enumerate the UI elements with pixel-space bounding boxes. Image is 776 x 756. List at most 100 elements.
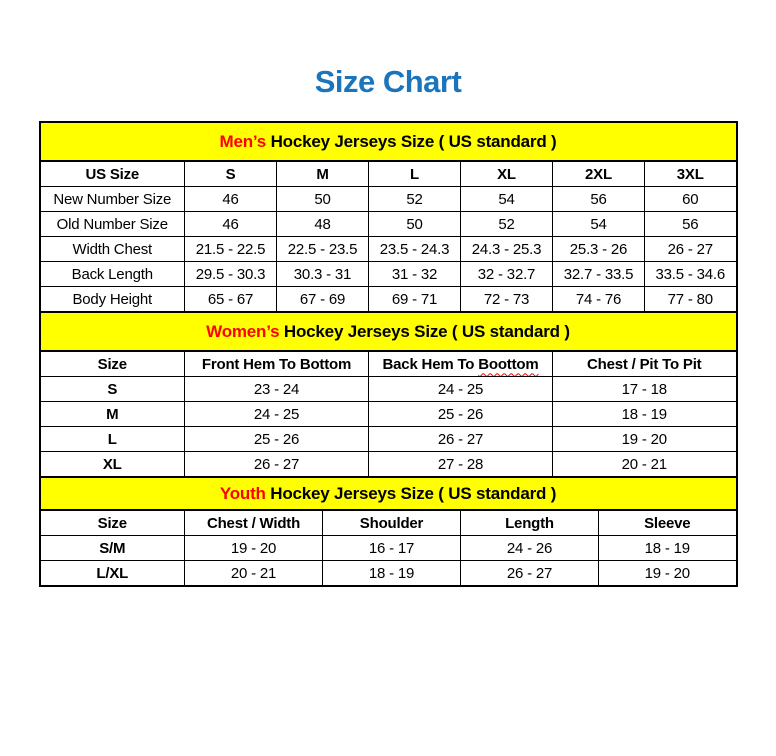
column-header: Chest / Pit To Pit — [552, 350, 737, 377]
size-value-cell: 26 - 27 — [644, 236, 737, 262]
mens-section-title: Hockey Jerseys Size ( US standard ) — [266, 132, 557, 151]
size-value-cell: 24 - 25 — [184, 401, 369, 427]
size-value-cell: 24 - 25 — [368, 376, 553, 402]
size-value-cell: 30.3 - 31 — [276, 261, 369, 287]
size-value-cell: 46 — [184, 186, 277, 212]
row-label: New Number Size — [39, 186, 185, 212]
column-header: S — [184, 160, 277, 187]
size-value-cell: 23.5 - 24.3 — [368, 236, 461, 262]
mens-size-table: US Size S M L XL 2XL 3XL New Number Size… — [38, 160, 738, 313]
size-value-cell: 20 - 21 — [184, 560, 323, 587]
row-label: Width Chest — [39, 236, 185, 262]
size-value-cell: 26 - 27 — [368, 426, 553, 452]
size-value-cell: 29.5 - 30.3 — [184, 261, 277, 287]
row-label: L — [39, 426, 185, 452]
womens-size-table: Size Front Hem To Bottom Back Hem To Boo… — [38, 350, 738, 478]
row-label: Body Height — [39, 286, 185, 313]
column-header: Shoulder — [322, 509, 461, 536]
table-row: New Number Size 46 50 52 54 56 60 — [39, 186, 737, 212]
size-value-cell: 72 - 73 — [460, 286, 553, 313]
column-header: US Size — [39, 160, 185, 187]
youth-section-header: Youth Hockey Jerseys Size ( US standard … — [38, 476, 738, 511]
column-header: 3XL — [644, 160, 737, 187]
table-row: Back Length 29.5 - 30.3 30.3 - 31 31 - 3… — [39, 261, 737, 287]
row-label: XL — [39, 451, 185, 478]
size-value-cell: 25 - 26 — [368, 401, 553, 427]
column-header: Size — [39, 350, 185, 377]
size-value-cell: 19 - 20 — [598, 560, 737, 587]
size-value-cell: 23 - 24 — [184, 376, 369, 402]
column-header: Chest / Width — [184, 509, 323, 536]
size-value-cell: 32.7 - 33.5 — [552, 261, 645, 287]
size-value-cell: 67 - 69 — [276, 286, 369, 313]
size-value-cell: 56 — [644, 211, 737, 237]
misspelled-word: Boottom — [478, 355, 539, 373]
size-value-cell: 24.3 - 25.3 — [460, 236, 553, 262]
youth-header-row: Size Chest / Width Shoulder Length Sleev… — [39, 509, 737, 536]
youth-section-highlight: Youth — [219, 484, 266, 503]
womens-section-highlight: Women’s — [206, 322, 280, 341]
size-value-cell: 74 - 76 — [552, 286, 645, 313]
size-value-cell: 52 — [460, 211, 553, 237]
womens-section-title: Hockey Jerseys Size ( US standard ) — [279, 322, 570, 341]
size-chart: Men’s Hockey Jerseys Size ( US standard … — [38, 121, 738, 587]
size-value-cell: 52 — [368, 186, 461, 212]
column-header: M — [276, 160, 369, 187]
column-header: L — [368, 160, 461, 187]
size-value-cell: 50 — [276, 186, 369, 212]
size-value-cell: 18 - 19 — [552, 401, 737, 427]
row-label: L/XL — [39, 560, 185, 587]
youth-section-title: Hockey Jerseys Size ( US standard ) — [265, 484, 557, 503]
size-value-cell: 56 — [552, 186, 645, 212]
size-value-cell: 46 — [184, 211, 277, 237]
size-value-cell: 32 - 32.7 — [460, 261, 553, 287]
mens-header-row: US Size S M L XL 2XL 3XL — [39, 160, 737, 187]
size-value-cell: 25.3 - 26 — [552, 236, 645, 262]
size-value-cell: 17 - 18 — [552, 376, 737, 402]
page-title: Size Chart — [314, 64, 462, 99]
table-row: L/XL 20 - 21 18 - 19 26 - 27 19 - 20 — [39, 560, 737, 587]
column-header: Size — [39, 509, 185, 536]
table-row: XL 26 - 27 27 - 28 20 - 21 — [39, 451, 737, 478]
size-value-cell: 21.5 - 22.5 — [184, 236, 277, 262]
size-value-cell: 25 - 26 — [184, 426, 369, 452]
table-row: Old Number Size 46 48 50 52 54 56 — [39, 211, 737, 237]
size-value-cell: 19 - 20 — [552, 426, 737, 452]
size-value-cell: 65 - 67 — [184, 286, 277, 313]
size-value-cell: 69 - 71 — [368, 286, 461, 313]
table-row: S 23 - 24 24 - 25 17 - 18 — [39, 376, 737, 402]
table-row: Body Height 65 - 67 67 - 69 69 - 71 72 -… — [39, 286, 737, 313]
size-value-cell: 26 - 27 — [460, 560, 599, 587]
column-header: 2XL — [552, 160, 645, 187]
size-value-cell: 60 — [644, 186, 737, 212]
column-header: Length — [460, 509, 599, 536]
column-header: Sleeve — [598, 509, 737, 536]
column-header: Back Hem To Boottom — [368, 350, 553, 377]
mens-section-highlight: Men’s — [219, 132, 267, 151]
column-header: Front Hem To Bottom — [184, 350, 369, 377]
row-label: Back Length — [39, 261, 185, 287]
size-value-cell: 18 - 19 — [598, 535, 737, 561]
size-value-cell: 22.5 - 23.5 — [276, 236, 369, 262]
size-value-cell: 18 - 19 — [322, 560, 461, 587]
womens-header-row: Size Front Hem To Bottom Back Hem To Boo… — [39, 350, 737, 377]
size-value-cell: 31 - 32 — [368, 261, 461, 287]
size-value-cell: 50 — [368, 211, 461, 237]
table-row: L 25 - 26 26 - 27 19 - 20 — [39, 426, 737, 452]
size-value-cell: 16 - 17 — [322, 535, 461, 561]
womens-section-header: Women’s Hockey Jerseys Size ( US standar… — [38, 311, 738, 352]
size-value-cell: 48 — [276, 211, 369, 237]
size-value-cell: 20 - 21 — [552, 451, 737, 478]
table-row: Width Chest 21.5 - 22.5 22.5 - 23.5 23.5… — [39, 236, 737, 262]
row-label: Old Number Size — [39, 211, 185, 237]
row-label: S — [39, 376, 185, 402]
size-value-cell: 26 - 27 — [184, 451, 369, 478]
size-value-cell: 24 - 26 — [460, 535, 599, 561]
row-label: S/M — [39, 535, 185, 561]
size-value-cell: 77 - 80 — [644, 286, 737, 313]
table-row: S/M 19 - 20 16 - 17 24 - 26 18 - 19 — [39, 535, 737, 561]
size-value-cell: 54 — [552, 211, 645, 237]
table-row: M 24 - 25 25 - 26 18 - 19 — [39, 401, 737, 427]
row-label: M — [39, 401, 185, 427]
mens-section-header: Men’s Hockey Jerseys Size ( US standard … — [38, 121, 738, 162]
